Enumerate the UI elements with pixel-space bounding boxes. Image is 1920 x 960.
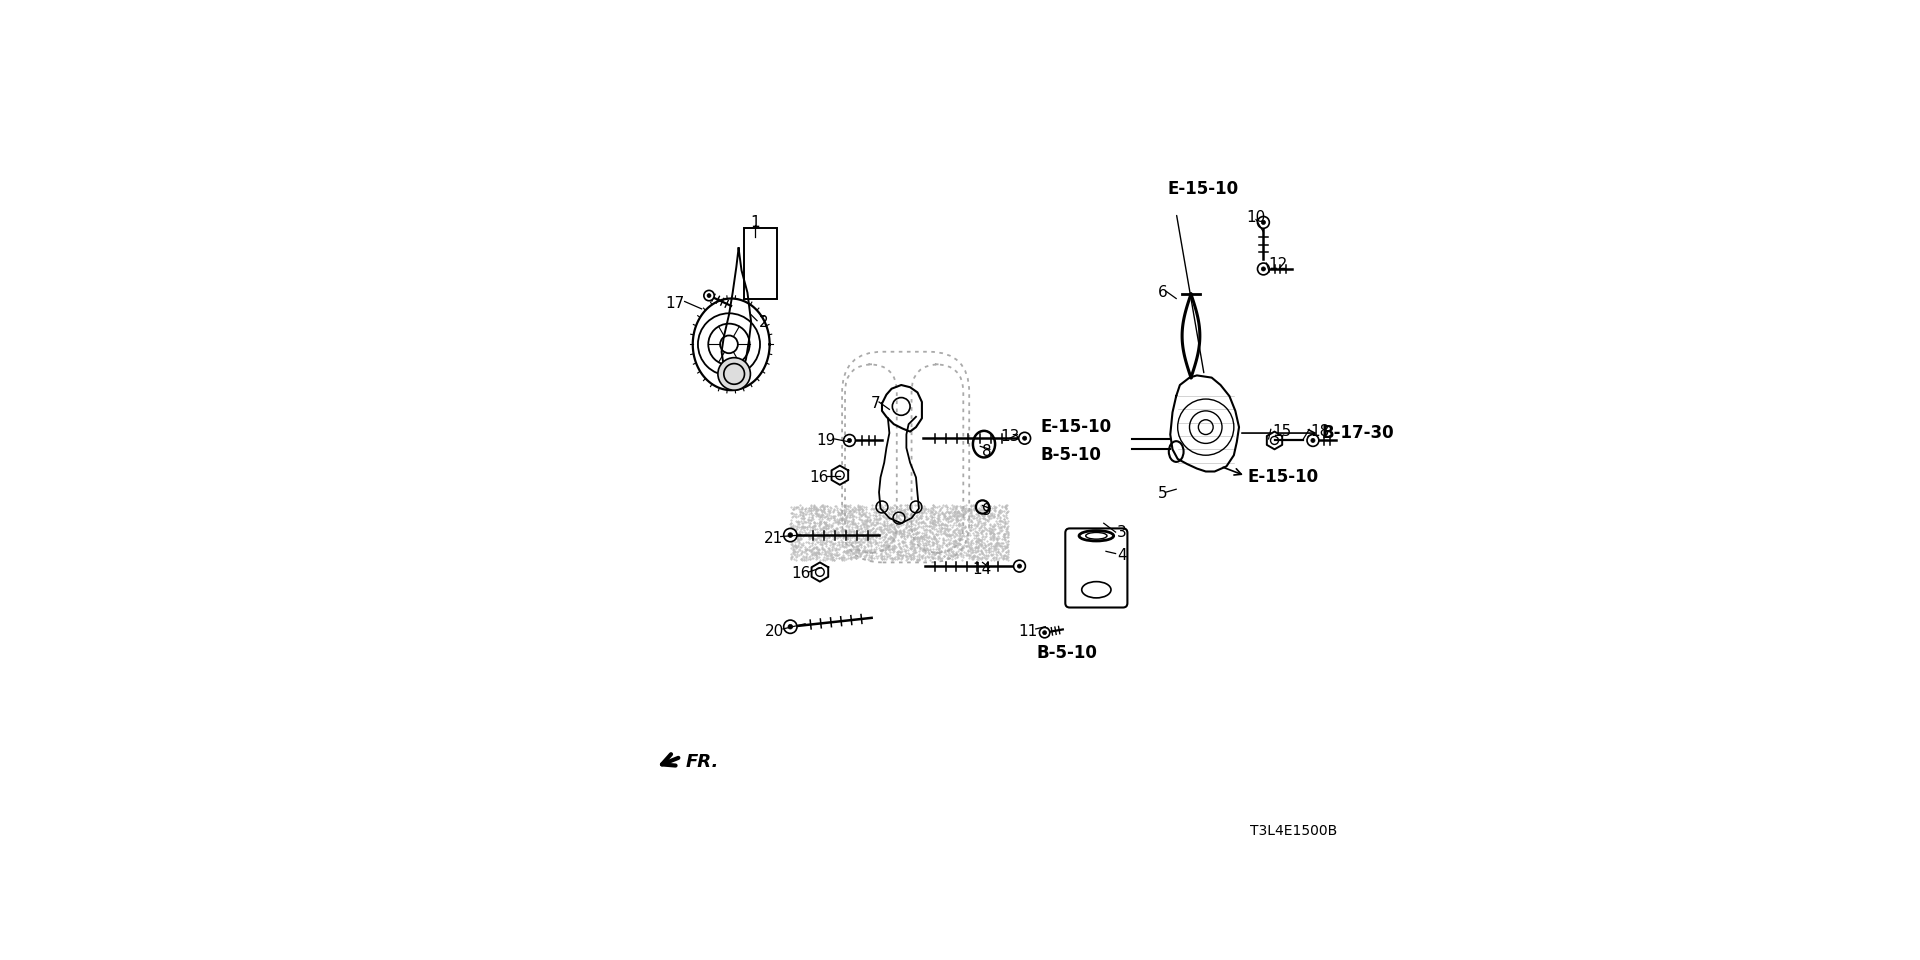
Text: 7: 7 xyxy=(872,396,881,411)
Text: 12: 12 xyxy=(1267,257,1286,272)
Text: 6: 6 xyxy=(1158,285,1167,300)
Circle shape xyxy=(1308,435,1319,446)
Circle shape xyxy=(1258,263,1269,275)
Text: 14: 14 xyxy=(972,563,991,577)
Text: E-15-10: E-15-10 xyxy=(1167,180,1238,198)
Circle shape xyxy=(847,439,852,443)
Text: 18: 18 xyxy=(1311,424,1331,439)
Text: B-17-30: B-17-30 xyxy=(1321,424,1394,442)
Text: FR.: FR. xyxy=(685,753,718,771)
Circle shape xyxy=(1261,267,1265,271)
Text: 15: 15 xyxy=(1273,424,1292,439)
Circle shape xyxy=(787,533,793,538)
Circle shape xyxy=(1043,631,1046,635)
Text: 19: 19 xyxy=(816,433,837,448)
Circle shape xyxy=(1261,220,1265,225)
Circle shape xyxy=(783,528,797,541)
Text: 9: 9 xyxy=(981,503,991,518)
Text: 10: 10 xyxy=(1246,209,1265,225)
Text: 20: 20 xyxy=(766,624,785,638)
Text: 4: 4 xyxy=(1117,547,1127,563)
Circle shape xyxy=(1020,432,1031,444)
Text: 3: 3 xyxy=(1117,525,1127,540)
Circle shape xyxy=(1039,628,1050,637)
Circle shape xyxy=(1258,216,1269,228)
Polygon shape xyxy=(831,466,849,485)
Text: 13: 13 xyxy=(1000,429,1020,444)
Text: 16: 16 xyxy=(810,469,829,485)
Circle shape xyxy=(1023,436,1027,441)
Text: 17: 17 xyxy=(666,297,685,311)
Polygon shape xyxy=(812,563,828,582)
Circle shape xyxy=(705,290,714,300)
Circle shape xyxy=(843,435,856,446)
Text: E-15-10: E-15-10 xyxy=(1248,468,1319,487)
Text: 2: 2 xyxy=(758,315,768,329)
Circle shape xyxy=(1311,439,1315,443)
Text: 1: 1 xyxy=(751,215,760,229)
Circle shape xyxy=(718,358,751,390)
Circle shape xyxy=(707,294,710,298)
Text: 8: 8 xyxy=(981,444,991,459)
Text: T3L4E1500B: T3L4E1500B xyxy=(1250,824,1338,838)
Text: 11: 11 xyxy=(1018,624,1037,638)
Circle shape xyxy=(783,620,797,634)
Polygon shape xyxy=(1267,432,1283,449)
Bar xyxy=(743,228,778,299)
Text: 21: 21 xyxy=(764,531,783,545)
Circle shape xyxy=(1018,564,1021,568)
Circle shape xyxy=(787,624,793,629)
Text: E-15-10: E-15-10 xyxy=(1041,419,1112,436)
Bar xyxy=(791,505,1008,561)
Text: B-5-10: B-5-10 xyxy=(1041,446,1100,465)
Text: B-5-10: B-5-10 xyxy=(1037,644,1096,662)
Text: 5: 5 xyxy=(1158,486,1167,501)
Text: 16: 16 xyxy=(791,566,810,581)
Circle shape xyxy=(1014,561,1025,572)
